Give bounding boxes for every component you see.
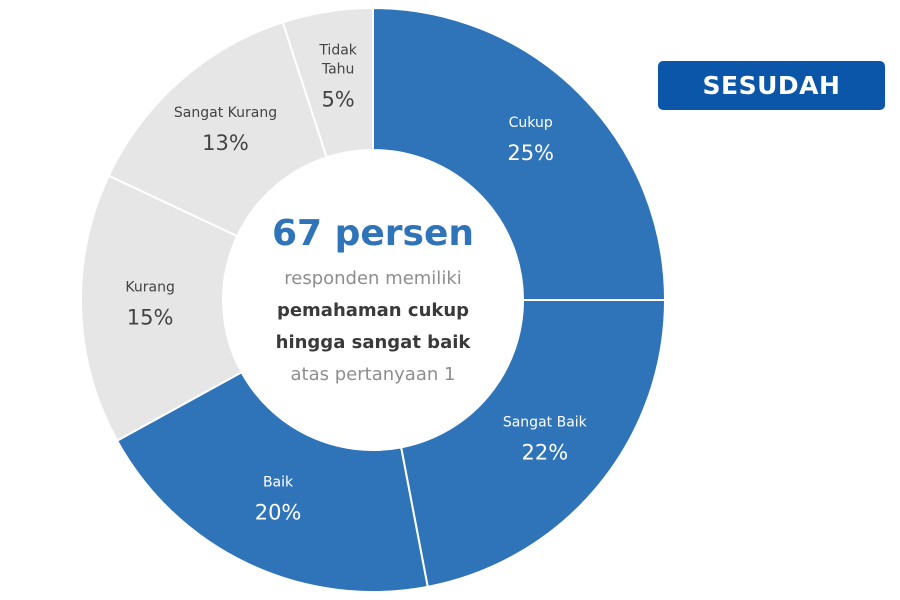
center-line-2: pemahaman cukup [276,300,470,321]
center-line-1: responden memiliki [284,268,462,289]
center-line-4: atas pertanyaan 1 [290,364,456,385]
center-headline: 67 persen [271,213,475,254]
slice-value-label-sangat-kurang: 13% [202,131,249,155]
slice-category-label-cukup: Cukup [509,115,553,131]
sesudah-badge: SESUDAH [658,61,885,110]
slice-value-label-cukup: 25% [507,141,554,165]
slice-value-label-tidak-tahu: 5% [321,88,354,112]
slice-category-label-sangat-baik: Sangat Baik [503,415,588,431]
slice-sangat-baik [399,299,667,588]
slice-baik [115,370,429,593]
slice-value-label-baik: 20% [255,500,302,524]
slice-value-label-sangat-baik: 22% [521,441,568,465]
slice-category-label-tidak-tahu-2: Tahu [321,62,355,78]
slice-category-label-sangat-kurang: Sangat Kurang [174,105,277,121]
center-summary: 67 persen responden memiliki pemahaman c… [223,205,523,391]
slice-kurang [80,174,243,443]
slice-cukup [372,6,667,301]
slice-category-label-tidak-tahu-1: Tidak [318,43,357,59]
slice-category-label-kurang: Kurang [125,280,174,296]
center-line-3: hingga sangat baik [275,332,471,353]
slice-tidak-tahu [281,6,374,159]
slice-category-label-baik: Baik [263,474,294,490]
slice-value-label-kurang: 15% [127,306,174,330]
